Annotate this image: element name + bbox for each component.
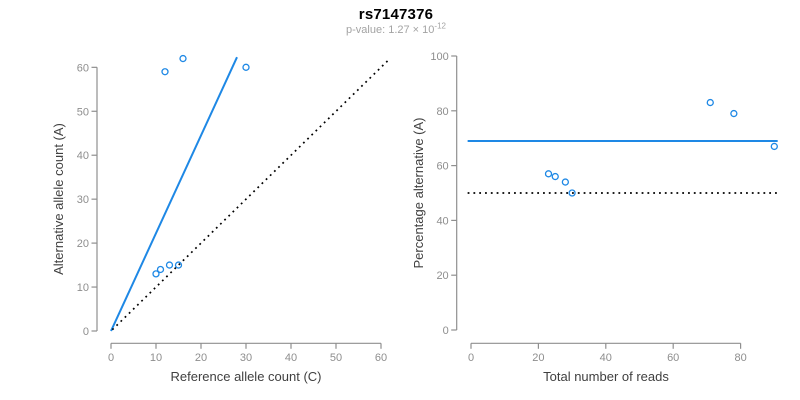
y-tick-label: 50 bbox=[77, 106, 89, 118]
y-axis-label: Percentage alternative (A) bbox=[411, 117, 426, 268]
y-tick-label: 60 bbox=[77, 62, 89, 74]
fit-line bbox=[110, 56, 238, 332]
x-tick-label: 60 bbox=[667, 352, 679, 364]
pvalue-text: p-value: 1.27 × 10 bbox=[346, 24, 435, 36]
y-tick-label: 30 bbox=[77, 194, 89, 206]
identity-line bbox=[111, 60, 389, 331]
data-point bbox=[551, 172, 559, 181]
x-tick-label: 20 bbox=[195, 352, 207, 364]
x-tick-label: 30 bbox=[240, 352, 252, 364]
data-point bbox=[165, 261, 174, 269]
y-tick-label: 20 bbox=[436, 270, 448, 282]
data-point bbox=[152, 270, 160, 278]
data-point bbox=[568, 189, 576, 197]
figure-subtitle: p-value: 1.27 × 10-12 bbox=[0, 21, 792, 36]
data-point bbox=[156, 265, 165, 274]
y-tick-label: 0 bbox=[83, 326, 89, 338]
data-point bbox=[242, 63, 250, 71]
data-point bbox=[561, 178, 570, 186]
y-tick-label: 40 bbox=[77, 150, 89, 162]
x-axis-label: Total number of reads bbox=[543, 369, 669, 384]
pvalue-exponent: -12 bbox=[434, 21, 446, 31]
data-point bbox=[544, 170, 553, 178]
data-point bbox=[730, 109, 738, 118]
x-tick-label: 60 bbox=[375, 352, 387, 364]
y-axis-label: Alternative allele count (A) bbox=[51, 123, 66, 275]
x-tick-label: 0 bbox=[108, 352, 114, 364]
x-tick-label: 80 bbox=[734, 352, 746, 364]
y-tick-label: 100 bbox=[430, 51, 448, 63]
x-tick-label: 10 bbox=[150, 352, 162, 364]
data-point bbox=[161, 68, 169, 76]
x-axis-label: Reference allele count (C) bbox=[170, 369, 321, 384]
x-tick-label: 20 bbox=[532, 352, 544, 364]
x-tick-label: 50 bbox=[330, 352, 342, 364]
x-tick-label: 40 bbox=[600, 352, 612, 364]
y-tick-label: 40 bbox=[436, 215, 448, 227]
data-point bbox=[174, 261, 183, 269]
x-tick-label: 0 bbox=[468, 352, 474, 364]
data-point bbox=[179, 54, 187, 63]
data-point bbox=[706, 98, 714, 107]
y-tick-label: 0 bbox=[443, 325, 449, 337]
x-tick-label: 40 bbox=[285, 352, 297, 364]
y-tick-label: 20 bbox=[77, 238, 89, 250]
y-tick-label: 60 bbox=[436, 161, 448, 173]
data-point bbox=[770, 142, 778, 151]
figure-title: rs7147376 bbox=[358, 6, 434, 23]
y-tick-label: 80 bbox=[436, 106, 448, 118]
y-tick-label: 10 bbox=[77, 282, 89, 294]
